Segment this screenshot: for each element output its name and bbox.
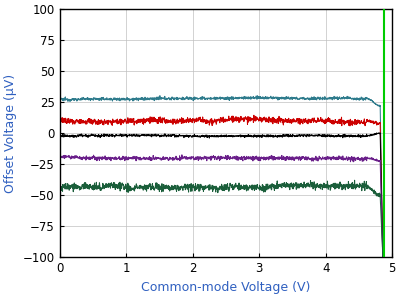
Y-axis label: Offset Voltage (μV): Offset Voltage (μV): [4, 74, 17, 193]
X-axis label: Common-mode Voltage (V): Common-mode Voltage (V): [141, 281, 311, 294]
